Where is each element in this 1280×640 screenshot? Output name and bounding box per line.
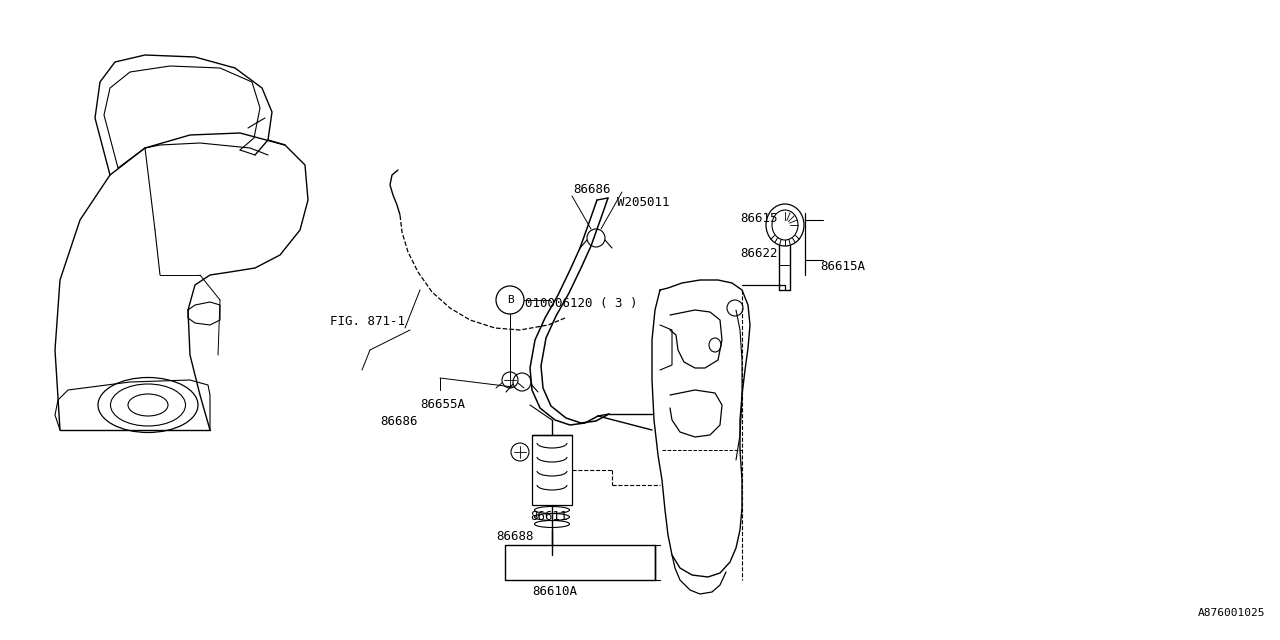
Text: 86615A: 86615A <box>820 260 865 273</box>
Text: W205011: W205011 <box>617 196 669 209</box>
Text: 86686: 86686 <box>573 183 611 196</box>
Text: 010006120 ( 3 ): 010006120 ( 3 ) <box>525 297 637 310</box>
Bar <box>506 545 655 580</box>
Text: B: B <box>507 295 513 305</box>
Text: A876001025: A876001025 <box>1198 608 1265 618</box>
Text: 86655A: 86655A <box>420 398 465 411</box>
Text: 86615: 86615 <box>740 212 777 225</box>
Text: 86686: 86686 <box>380 415 417 428</box>
Text: 86688: 86688 <box>497 530 534 543</box>
Text: FIG. 871-1: FIG. 871-1 <box>330 315 404 328</box>
Text: 86611: 86611 <box>530 510 567 523</box>
Text: 86622: 86622 <box>740 247 777 260</box>
Text: 86610A: 86610A <box>532 585 577 598</box>
Bar <box>532 435 572 505</box>
